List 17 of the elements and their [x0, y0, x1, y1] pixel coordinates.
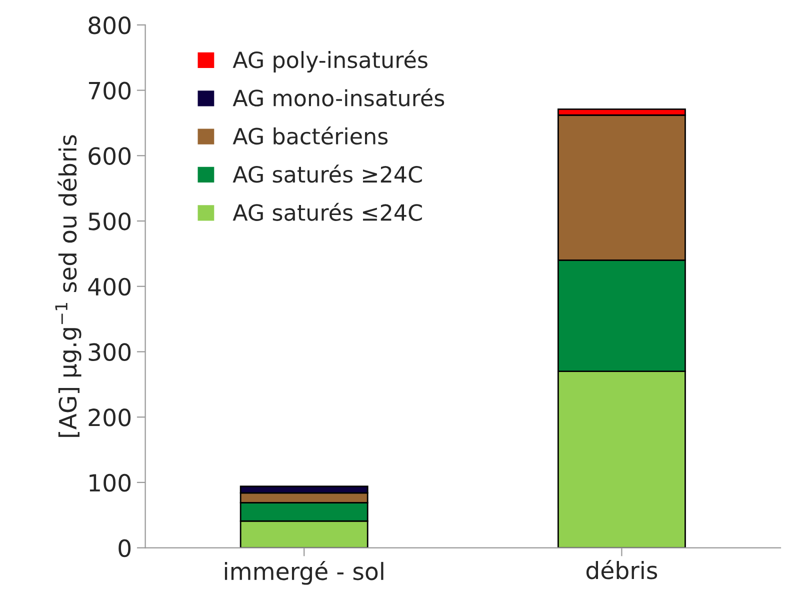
- y-tick-label: 500: [88, 212, 131, 230]
- legend-label: AG poly-insaturés: [232, 50, 428, 73]
- legend-label: AG mono-insaturés: [232, 88, 444, 106]
- y-tick-label: 600: [88, 147, 131, 165]
- y-tick-label: 700: [88, 82, 131, 100]
- legend-label: AG saturés ≥24C: [232, 164, 422, 183]
- y-tick-label: 200: [88, 408, 131, 426]
- x-tick-label: débris: [586, 560, 658, 580]
- legend-label: AG bactériens: [232, 126, 388, 145]
- x-tick-label: immergé - sol: [224, 561, 384, 585]
- y-tick-label: 300: [88, 343, 131, 362]
- y-tick-label: 100: [90, 474, 131, 492]
- legend-label: AG saturés ≤24C: [232, 202, 422, 221]
- y-tick-label: 400: [88, 278, 131, 296]
- y-axis-title: [AG] µg.g$^{−1}$ sed ou débris: [55, 135, 82, 437]
- y-tick-label: 800: [88, 16, 131, 34]
- y-tick-label: 0: [118, 539, 131, 558]
